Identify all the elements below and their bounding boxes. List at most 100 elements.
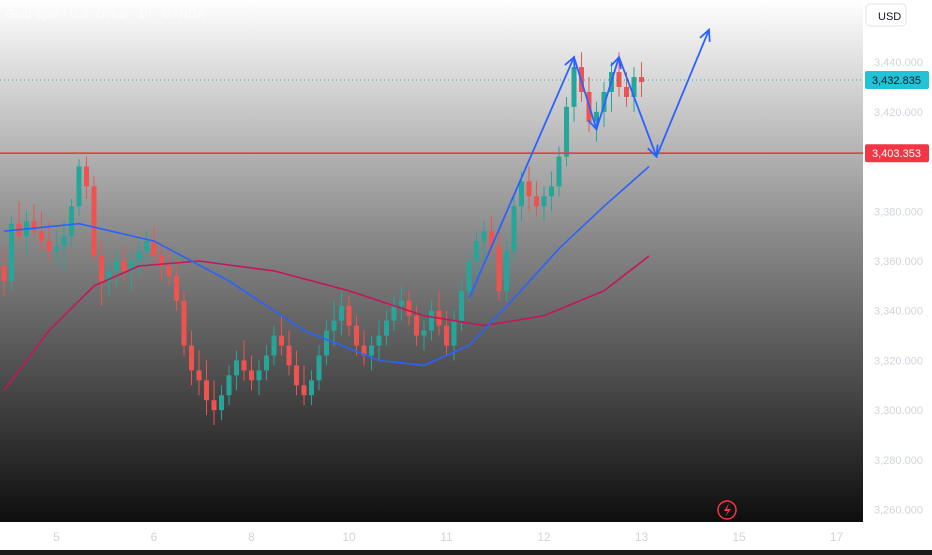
candle-body	[166, 265, 172, 276]
candle-body	[121, 261, 127, 271]
candle-down[interactable]	[279, 315, 284, 356]
candle-body	[331, 320, 337, 331]
time-tick-label: 15	[732, 530, 746, 544]
candle-up[interactable]	[594, 101, 599, 142]
candle-down[interactable]	[406, 290, 412, 326]
candle-up[interactable]	[421, 320, 427, 351]
candle-down[interactable]	[99, 241, 104, 306]
candle-down[interactable]	[241, 340, 247, 381]
candle-up[interactable]	[114, 251, 119, 286]
candle-down[interactable]	[91, 176, 97, 261]
candle-up[interactable]	[376, 320, 382, 361]
last-price-badge	[865, 70, 929, 89]
candle-down[interactable]	[354, 315, 359, 356]
slow-moving-average-line[interactable]	[3, 255, 650, 391]
candle-down[interactable]	[151, 226, 157, 261]
candle-down[interactable]	[639, 62, 644, 97]
candle-down[interactable]	[444, 310, 449, 356]
candle-up[interactable]	[324, 320, 329, 366]
candle-down[interactable]	[159, 241, 164, 281]
candle-up[interactable]	[556, 146, 562, 197]
candle-up[interactable]	[54, 231, 59, 266]
candle-down[interactable]	[249, 355, 254, 391]
candle-down[interactable]	[211, 380, 217, 426]
candle-down[interactable]	[166, 246, 172, 286]
candle-body	[519, 181, 524, 207]
candle-down[interactable]	[361, 330, 367, 366]
candle-down[interactable]	[1, 246, 7, 296]
candle-body	[151, 241, 157, 257]
candle-down[interactable]	[286, 330, 292, 376]
candle-up[interactable]	[309, 370, 314, 406]
candle-up[interactable]	[136, 241, 142, 276]
candle-up[interactable]	[384, 310, 389, 346]
candle-up[interactable]	[369, 335, 374, 371]
candle-down[interactable]	[204, 360, 209, 416]
candle-down[interactable]	[39, 211, 44, 252]
fast-moving-average-line[interactable]	[3, 165, 650, 367]
candle-down[interactable]	[121, 246, 127, 281]
candle-down[interactable]	[496, 231, 502, 301]
candle-up[interactable]	[331, 300, 337, 346]
projection-zigzag-line[interactable]	[468, 29, 710, 299]
candle-up[interactable]	[219, 385, 224, 421]
candle-up[interactable]	[549, 171, 554, 212]
price-axis[interactable]: 3,260.000 3,280.000 3,300.000 3,320.000 3,34…	[874, 57, 923, 516]
candle-down[interactable]	[346, 295, 352, 336]
candle-up[interactable]	[316, 345, 322, 391]
candle-up[interactable]	[564, 96, 569, 167]
candle-body	[429, 310, 434, 331]
candle-up[interactable]	[631, 67, 637, 112]
candle-body	[376, 335, 382, 346]
currency-button[interactable]	[865, 3, 907, 27]
candle-body	[354, 325, 359, 346]
candle-up[interactable]	[226, 365, 232, 406]
price-tick-label: 3,380.000	[874, 206, 923, 218]
drawing-layer	[468, 27, 711, 299]
candle-up[interactable]	[61, 221, 67, 271]
lightning-icon[interactable]	[717, 500, 737, 520]
candle-body	[466, 261, 472, 291]
candle-body	[496, 246, 502, 291]
candle-body	[286, 345, 292, 366]
candle-up[interactable]	[474, 231, 479, 276]
candle-up[interactable]	[9, 216, 14, 291]
candle-up[interactable]	[511, 196, 517, 261]
candle-up[interactable]	[481, 221, 487, 261]
candle-down[interactable]	[189, 330, 194, 386]
candle-up[interactable]	[129, 251, 134, 291]
candle-down[interactable]	[181, 290, 187, 356]
candle-up[interactable]	[399, 285, 404, 321]
candle-down[interactable]	[31, 203, 37, 237]
candle-down[interactable]	[46, 221, 52, 261]
time-axis[interactable]: 5 6 8 10 11 12 13 15 17	[53, 530, 843, 544]
candle-body	[534, 196, 539, 207]
candle-up[interactable]	[69, 198, 74, 247]
candle-down[interactable]	[526, 166, 532, 212]
candle-up[interactable]	[234, 350, 239, 391]
price-tick-label: 3,260.000	[874, 505, 923, 517]
candle-up[interactable]	[339, 290, 344, 336]
candle-down[interactable]	[294, 350, 299, 396]
candle-up[interactable]	[429, 300, 434, 341]
candle-up[interactable]	[391, 295, 397, 331]
candle-body	[219, 395, 224, 411]
candle-body	[189, 345, 194, 371]
candle-up[interactable]	[144, 231, 149, 266]
candle-down[interactable]	[489, 216, 494, 257]
candle-up[interactable]	[466, 251, 472, 301]
candle-body	[84, 166, 89, 187]
candle-up[interactable]	[504, 241, 509, 301]
candle-down[interactable]	[301, 365, 307, 406]
candle-body	[136, 251, 142, 261]
candle-up[interactable]	[76, 159, 82, 217]
candle-down[interactable]	[84, 156, 89, 199]
candle-down[interactable]	[174, 261, 179, 311]
candle-up[interactable]	[541, 186, 547, 222]
candle-up[interactable]	[264, 345, 269, 381]
candle-down[interactable]	[534, 181, 539, 217]
candle-down[interactable]	[196, 350, 202, 396]
candle-up[interactable]	[256, 360, 262, 396]
candle-up[interactable]	[271, 325, 277, 366]
